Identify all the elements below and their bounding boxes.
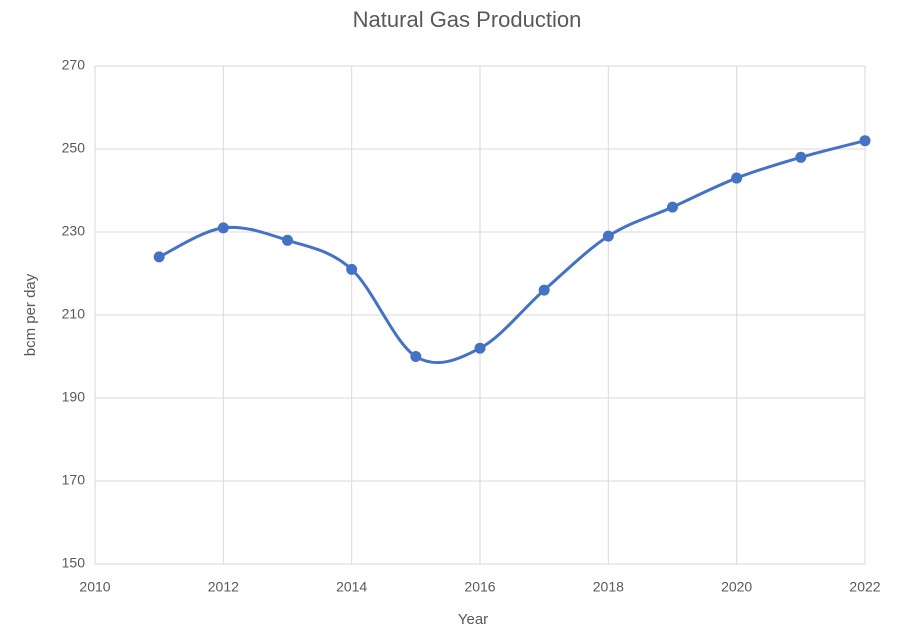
data-point [538,284,550,296]
x-tick-label: 2018 [593,579,624,595]
y-tick-label: 230 [62,223,86,239]
x-tick-label: 2012 [208,579,239,595]
y-tick-label: 150 [62,555,86,571]
x-tick-label: 2020 [721,579,752,595]
data-point [346,263,358,275]
data-point [795,151,807,163]
y-tick-label: 190 [62,389,86,405]
data-point [859,135,871,147]
data-point [282,234,293,246]
y-tick-label: 210 [62,306,86,322]
x-tick-label: 2022 [849,579,880,595]
data-point [410,351,422,362]
x-axis-label: Year [458,611,488,628]
data-point [474,342,486,354]
data-point [217,222,229,234]
x-tick-label: 2014 [336,579,367,595]
y-axis-label: bcm per day [22,273,39,356]
series-line [157,139,867,365]
chart-title: Natural Gas Production [353,7,582,32]
y-tick-label: 170 [62,472,86,488]
x-tick-label: 2016 [464,579,495,595]
data-point [667,201,678,213]
data-point [153,251,165,263]
x-tick-label: 2010 [79,579,110,595]
y-tick-label: 250 [62,140,86,156]
y-tick-label: 270 [62,57,86,73]
data-point [731,172,743,184]
data-point [602,230,614,242]
